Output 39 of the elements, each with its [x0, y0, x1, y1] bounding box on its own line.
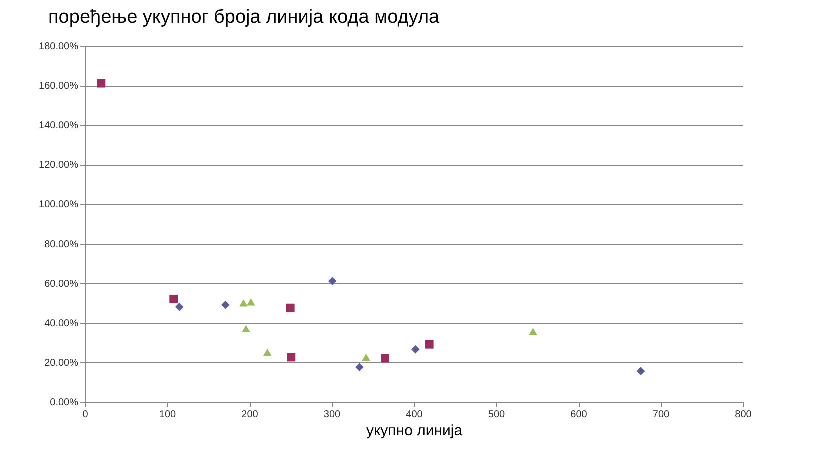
- point: [381, 354, 390, 363]
- y-tick-label: 180.00%: [39, 42, 79, 52]
- x-tick-label: 600: [570, 410, 588, 420]
- x-tick-label: 500: [488, 410, 506, 420]
- point: [286, 304, 295, 312]
- x-axis-title: укупно линија: [366, 422, 464, 440]
- point: [170, 294, 178, 304]
- x-tick-label: 0: [82, 410, 89, 420]
- point: [240, 299, 248, 307]
- point: [175, 302, 184, 312]
- point: [246, 298, 256, 306]
- point: [362, 354, 370, 362]
- point: [328, 277, 337, 286]
- x-tick-label: 200: [242, 410, 259, 420]
- y-tick-label: 80.00%: [44, 239, 79, 250]
- y-tick-label: 20.00%: [44, 358, 79, 369]
- x-tick-label: 100: [159, 410, 177, 420]
- point: [425, 340, 434, 349]
- point: [287, 353, 296, 362]
- point: [242, 325, 250, 332]
- y-tick-label: 60.00%: [44, 278, 79, 290]
- y-tick-label: 160.00%: [39, 81, 79, 92]
- chart-title: поређење укупног броја линија кода модула: [48, 7, 440, 28]
- point: [529, 328, 538, 336]
- point: [97, 79, 106, 88]
- point: [636, 367, 646, 376]
- point: [411, 345, 420, 354]
- point: [221, 300, 230, 310]
- y-tick-label: 120.00%: [39, 160, 79, 172]
- x-tick-label: 300: [324, 410, 342, 420]
- y-tick-label: 0.00%: [50, 398, 79, 408]
- point: [356, 363, 364, 372]
- x-tick-label: 700: [652, 410, 670, 420]
- x-tick-label: 800: [735, 410, 752, 420]
- point: [263, 348, 272, 356]
- y-tick-label: 140.00%: [39, 120, 79, 132]
- y-tick-label: 100.00%: [39, 200, 79, 211]
- y-tick-label: 40.00%: [44, 318, 79, 330]
- x-tick-label: 400: [406, 410, 424, 420]
